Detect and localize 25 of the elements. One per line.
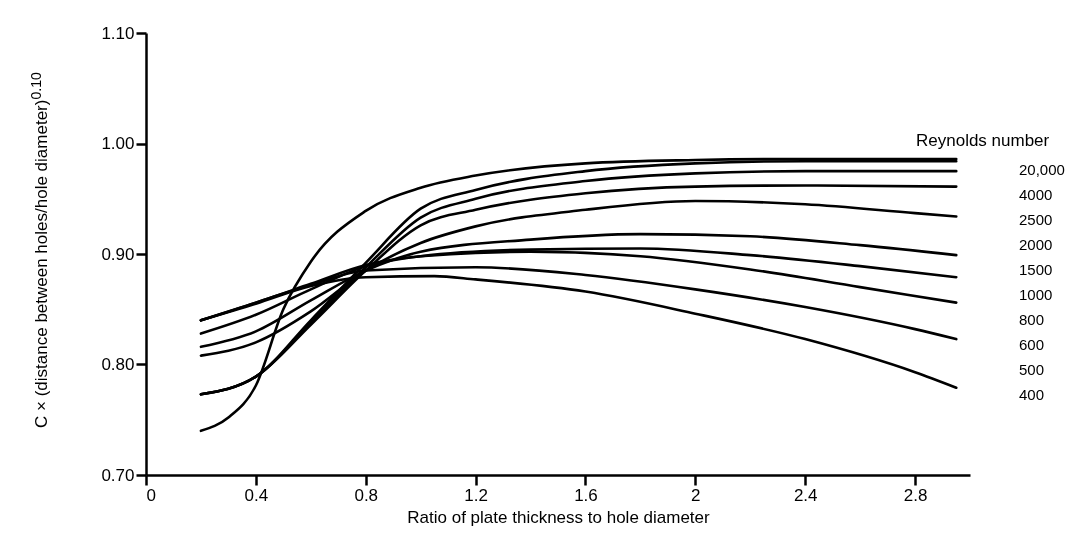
y-tick-label: 1.00 (101, 134, 135, 153)
x-tick-label: 2.8 (903, 485, 928, 505)
x-tick-label: 1.6 (574, 485, 598, 505)
text: 800 (1019, 310, 1045, 328)
text: 400 (1019, 385, 1045, 403)
x-tick-label: 2 (691, 485, 701, 505)
x-tick-label: 0 (146, 485, 156, 505)
text: 2500 (1019, 210, 1053, 228)
legend-title: Reynolds number (916, 131, 1050, 150)
y-tick-label: 0.70 (101, 465, 135, 485)
text: 1500 (1019, 260, 1053, 278)
text: 1000 (1019, 285, 1053, 303)
text: 600 (1019, 335, 1045, 353)
x-axis-title: Ratio of plate thickness to hole diameter (407, 507, 711, 527)
y-tick-label: 0.90 (101, 244, 135, 264)
text: 500 (1019, 360, 1045, 378)
x-tick-label: 0.8 (354, 485, 379, 505)
text: 2000 (1019, 235, 1053, 253)
x-tick-label: 1.2 (464, 485, 488, 505)
text: 20,000 (1019, 160, 1065, 178)
y-tick-label: 0.80 (101, 355, 135, 374)
text: 4000 (1019, 185, 1053, 203)
x-tick-label: 2.4 (793, 485, 818, 505)
y-tick-label: 1.10 (101, 23, 135, 43)
x-tick-label: 0.4 (244, 485, 269, 505)
